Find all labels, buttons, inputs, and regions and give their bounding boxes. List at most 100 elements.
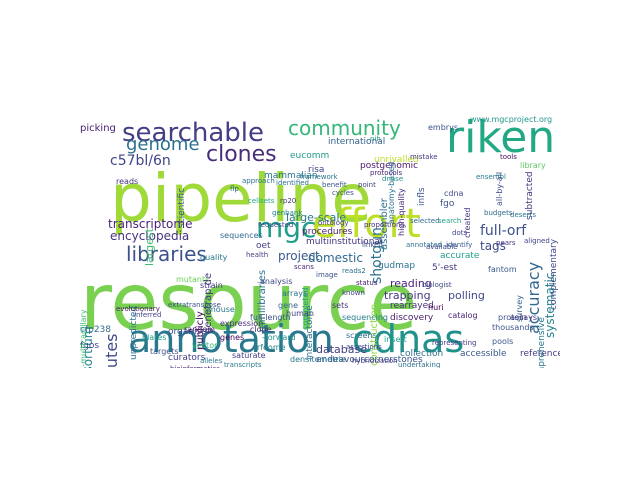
word: saturate — [232, 351, 266, 360]
word: embrys — [428, 123, 458, 132]
word: cellsets — [248, 197, 275, 205]
word: domestic — [308, 251, 363, 265]
word: clones — [206, 142, 277, 167]
word: endeavourcornerstones — [316, 355, 423, 365]
word: database — [316, 343, 367, 356]
word: curators — [168, 353, 206, 363]
word: postgenomic — [360, 161, 419, 171]
word: selected — [410, 217, 440, 225]
word: 384-multicapillary — [80, 309, 88, 368]
word: libraries — [126, 242, 207, 266]
word: searchable — [122, 118, 265, 148]
word: aligned — [524, 237, 550, 245]
word: cycles — [332, 189, 354, 197]
word: annotated — [406, 241, 442, 249]
word: unrivalled — [374, 155, 419, 165]
word: assertions — [346, 343, 382, 351]
word: dnase — [382, 175, 404, 183]
word: scientific — [177, 187, 187, 228]
word: rearrayed — [390, 301, 434, 311]
word: hybridization — [352, 357, 398, 365]
word: thousands — [492, 323, 534, 332]
word: fgos — [80, 341, 100, 351]
word: reference — [520, 349, 560, 359]
word: huri — [428, 303, 444, 312]
word: genes — [220, 333, 245, 342]
word: community — [288, 116, 401, 140]
word: largest — [143, 228, 156, 266]
word: status — [356, 279, 378, 287]
word: cfp238 — [80, 325, 112, 335]
word: available — [426, 243, 458, 251]
word: protocols — [370, 169, 403, 177]
word: ensembl — [476, 173, 506, 181]
word: picking — [80, 123, 116, 134]
word: pools — [492, 337, 514, 346]
word: -forward — [262, 333, 296, 342]
word: mammalian — [264, 171, 318, 181]
word: large-scale — [286, 211, 347, 224]
word: framework — [300, 173, 338, 181]
word: approach — [242, 177, 275, 185]
word: trapping — [384, 289, 431, 302]
word: full-orf — [480, 223, 527, 239]
word-cloud: resource pipeline annotation cdnas effort rik… — [80, 114, 560, 368]
word: catalog — [448, 311, 478, 320]
word: linked — [362, 241, 383, 249]
word: full-length — [250, 313, 291, 322]
word: human — [286, 309, 314, 318]
word: mgc — [256, 211, 317, 244]
word: international — [328, 137, 386, 147]
word: image — [316, 271, 338, 279]
word: inferred — [134, 311, 162, 319]
word: benefit — [322, 181, 347, 189]
word: mouse — [208, 305, 235, 314]
word: oet — [256, 241, 271, 251]
word: representing — [432, 339, 477, 347]
word: evolutionary — [116, 305, 160, 313]
word: 5'-est — [432, 263, 458, 273]
word: bioinformatics — [170, 366, 220, 369]
word: tags — [480, 239, 506, 253]
word: comprehensive — [537, 317, 547, 368]
word: arrays — [282, 289, 308, 298]
word: infls — [417, 187, 427, 206]
word: insert — [384, 335, 407, 344]
word: nih — [370, 135, 381, 143]
word: mutants — [176, 275, 210, 284]
word: budgets — [484, 209, 513, 217]
word: assays — [510, 313, 538, 322]
word: institutes — [102, 333, 121, 368]
word: alleles — [200, 357, 223, 365]
word: extratranspose — [168, 301, 221, 309]
word: dots — [452, 229, 468, 237]
word: reads2 — [342, 267, 366, 275]
word: quality — [200, 253, 228, 262]
word: protein — [498, 313, 527, 322]
word: rp20 — [280, 197, 297, 205]
word: identify — [446, 241, 473, 249]
word: health — [246, 251, 269, 259]
word: search — [438, 217, 462, 225]
word: discovery — [390, 313, 434, 323]
word: collection — [400, 349, 444, 359]
word: complementary — [549, 238, 559, 310]
word: eucomm — [290, 151, 330, 161]
word: fgo — [440, 199, 455, 209]
word: orfeome — [252, 343, 286, 352]
word: screens — [346, 331, 377, 340]
word: ontology — [318, 219, 349, 227]
word: polling — [448, 289, 485, 302]
word: expression — [220, 319, 264, 328]
word: random — [184, 325, 216, 334]
word: reads — [116, 177, 139, 186]
word: risa — [308, 165, 325, 175]
word: pipeline — [110, 160, 372, 237]
word: cdnas — [352, 317, 465, 361]
word: analysis — [260, 277, 293, 286]
word: known — [342, 289, 365, 297]
word: organise — [168, 327, 207, 337]
word: biologist — [422, 281, 452, 289]
word: scans — [294, 263, 314, 271]
word: accurate — [440, 251, 480, 261]
